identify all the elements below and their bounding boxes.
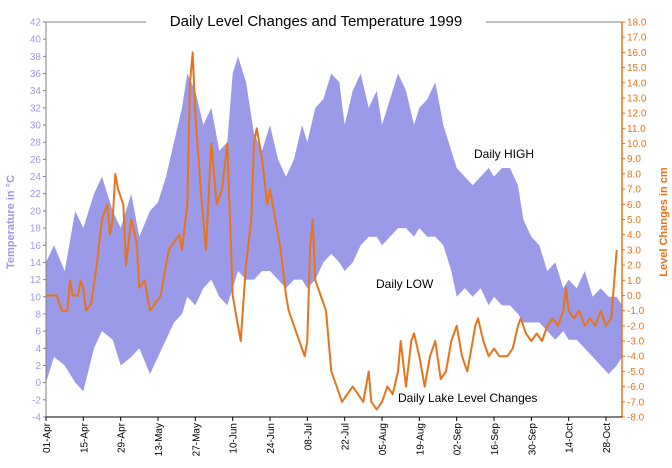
right-axis-ticks: -8.0 -7.0 -6.0 -5.0 -4.0 -3.0 -2.0 -1.0 0.0 1.0 2.… — [622, 18, 647, 424]
left-tick-label: 10 — [30, 292, 42, 303]
left-tick-label: 6 — [35, 327, 41, 338]
left-tick-label: 26 — [30, 155, 42, 166]
x-tick-label: 24-Jun — [266, 423, 277, 454]
x-tick-label: 15-Apr — [79, 422, 90, 453]
right-tick-label: 0.0 — [627, 291, 641, 302]
left-tick-label: 20 — [30, 206, 42, 217]
left-tick-label: 40 — [30, 35, 42, 46]
left-tick-label: 2 — [35, 361, 41, 372]
right-tick-label: 2.0 — [627, 261, 641, 272]
right-tick-label: 12.0 — [627, 109, 647, 120]
right-tick-label: 9.0 — [627, 154, 641, 165]
left-tick-label: 36 — [30, 69, 42, 80]
right-tick-label: 15.0 — [627, 63, 647, 74]
left-tick-label: 8 — [35, 309, 41, 320]
left-tick-label: 42 — [30, 18, 42, 29]
x-tick-label: 22-Jul — [341, 423, 352, 450]
lake-level-line — [46, 51, 618, 411]
left-tick-label: 34 — [30, 86, 42, 97]
x-tick-label: 19-Aug — [415, 423, 426, 455]
right-tick-label: 7.0 — [627, 185, 641, 196]
right-tick-label: 16.0 — [627, 48, 647, 59]
left-tick-label: 24 — [30, 172, 42, 183]
right-tick-label: -4.0 — [627, 352, 645, 363]
right-tick-label: 5.0 — [627, 215, 641, 226]
x-tick-label: 29-Apr — [117, 422, 128, 453]
left-tick-label: 16 — [30, 241, 42, 252]
left-tick-label: 38 — [30, 52, 42, 63]
x-tick-label: 08-Jul — [303, 423, 314, 450]
lake-level-series — [46, 51, 618, 411]
left-tick-label: 14 — [30, 258, 42, 269]
right-tick-label: 4.0 — [627, 230, 641, 241]
x-axis-ticks: 01-Apr 15-Apr 29-Apr 13-May 27-May 10-Jun 24-J… — [42, 417, 613, 456]
left-axis-label: Temperature in °C — [5, 175, 17, 269]
left-tick-label: 18 — [30, 224, 42, 235]
x-tick-label: 27-May — [191, 423, 202, 456]
right-tick-label: 10.0 — [627, 139, 647, 150]
right-tick-label: -2.0 — [627, 321, 645, 332]
right-tick-label: 8.0 — [627, 169, 641, 180]
title-background — [146, 10, 486, 34]
left-tick-label: 28 — [30, 138, 42, 149]
right-tick-label: 11.0 — [627, 124, 646, 135]
annotation-daily-high: Daily HIGH — [474, 147, 534, 161]
x-tick-label: 13-May — [154, 423, 165, 456]
temperature-band — [46, 56, 622, 392]
x-tick-label: 01-Apr — [42, 422, 53, 453]
right-axis-label: Level Changes in cm — [658, 167, 670, 277]
left-tick-label: 4 — [35, 344, 41, 355]
x-tick-label: 14-Oct — [565, 423, 576, 453]
right-tick-label: -1.0 — [627, 306, 645, 317]
left-tick-label: 0 — [35, 378, 41, 389]
left-tick-label: 32 — [30, 103, 42, 114]
left-tick-label: 22 — [30, 189, 42, 200]
right-tick-label: 1.0 — [627, 276, 641, 287]
right-tick-label: 6.0 — [627, 200, 641, 211]
right-tick-label: 14.0 — [627, 78, 647, 89]
right-tick-label: 17.0 — [627, 33, 647, 44]
right-tick-label: -6.0 — [627, 382, 645, 393]
right-tick-label: 13.0 — [627, 93, 647, 104]
x-tick-label: 05-Aug — [378, 423, 389, 455]
x-tick-label: 16-Sep — [490, 423, 501, 456]
chart-title: Daily Level Changes and Temperature 1999 — [170, 13, 462, 30]
left-tick-label: -2 — [32, 395, 41, 406]
left-tick-label: 30 — [30, 121, 42, 132]
temperature-range-area — [46, 56, 622, 392]
x-tick-label: 28-Oct — [602, 423, 613, 453]
x-tick-label: 10-Jun — [229, 423, 240, 454]
right-tick-label: -5.0 — [627, 367, 645, 378]
right-tick-label: -7.0 — [627, 397, 645, 408]
right-tick-label: -3.0 — [627, 337, 645, 348]
x-tick-label: 02-Sep — [453, 423, 464, 456]
right-tick-label: 3.0 — [627, 245, 641, 256]
left-tick-label: 12 — [30, 275, 42, 286]
annotation-lake-level: Daily Lake Level Changes — [398, 391, 537, 405]
right-tick-label: 18.0 — [627, 18, 647, 29]
right-tick-label: -8.0 — [627, 413, 645, 424]
x-tick-label: 30-Sep — [527, 423, 538, 456]
annotation-daily-low: Daily LOW — [376, 277, 434, 291]
left-axis-ticks: -4-2024681012141618202224262830323436384… — [30, 18, 46, 424]
left-tick-label: -4 — [32, 413, 41, 424]
